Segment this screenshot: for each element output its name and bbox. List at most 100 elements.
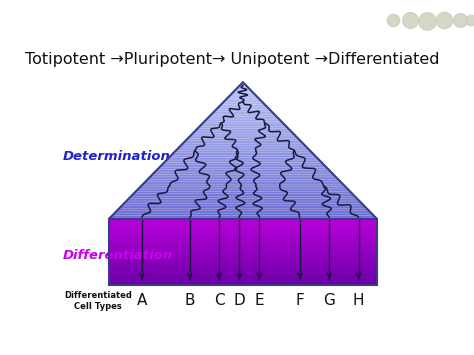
Polygon shape bbox=[153, 173, 333, 175]
Polygon shape bbox=[192, 132, 293, 133]
Polygon shape bbox=[109, 277, 377, 278]
Polygon shape bbox=[117, 209, 369, 211]
Polygon shape bbox=[156, 169, 330, 171]
Polygon shape bbox=[129, 197, 357, 198]
Polygon shape bbox=[203, 121, 283, 123]
Polygon shape bbox=[116, 211, 370, 212]
Polygon shape bbox=[132, 193, 354, 195]
Polygon shape bbox=[139, 186, 347, 188]
Polygon shape bbox=[109, 236, 377, 237]
Polygon shape bbox=[131, 195, 355, 197]
Polygon shape bbox=[109, 233, 377, 235]
Polygon shape bbox=[109, 257, 377, 258]
Polygon shape bbox=[109, 262, 377, 263]
Polygon shape bbox=[206, 118, 280, 120]
Polygon shape bbox=[119, 207, 367, 209]
Polygon shape bbox=[173, 152, 313, 154]
Polygon shape bbox=[147, 178, 338, 180]
Polygon shape bbox=[109, 224, 377, 225]
Polygon shape bbox=[112, 214, 374, 215]
Polygon shape bbox=[109, 269, 377, 270]
Polygon shape bbox=[179, 146, 307, 147]
Polygon shape bbox=[109, 240, 377, 241]
Polygon shape bbox=[214, 110, 272, 111]
Polygon shape bbox=[181, 144, 305, 146]
Polygon shape bbox=[204, 120, 282, 121]
Polygon shape bbox=[109, 232, 377, 233]
Polygon shape bbox=[200, 125, 286, 127]
Polygon shape bbox=[218, 106, 268, 108]
Polygon shape bbox=[208, 116, 278, 118]
Polygon shape bbox=[146, 180, 340, 181]
Polygon shape bbox=[109, 249, 377, 250]
Polygon shape bbox=[191, 133, 295, 135]
Text: F: F bbox=[295, 294, 304, 308]
Polygon shape bbox=[109, 271, 377, 273]
Polygon shape bbox=[161, 164, 325, 166]
Polygon shape bbox=[109, 263, 377, 265]
Polygon shape bbox=[109, 282, 377, 283]
Polygon shape bbox=[144, 181, 342, 183]
Polygon shape bbox=[109, 227, 377, 228]
Polygon shape bbox=[109, 228, 377, 229]
Polygon shape bbox=[109, 246, 377, 248]
Text: C: C bbox=[214, 294, 224, 308]
Point bbox=[423, 18, 430, 24]
Polygon shape bbox=[211, 113, 275, 115]
Polygon shape bbox=[229, 94, 256, 96]
Polygon shape bbox=[141, 185, 345, 186]
Polygon shape bbox=[109, 256, 377, 257]
Text: Differentiated
Cell Types: Differentiated Cell Types bbox=[64, 291, 132, 311]
Polygon shape bbox=[225, 99, 261, 101]
Polygon shape bbox=[231, 93, 255, 94]
Polygon shape bbox=[109, 266, 377, 267]
Polygon shape bbox=[109, 267, 377, 269]
Polygon shape bbox=[188, 137, 298, 138]
Polygon shape bbox=[184, 140, 301, 142]
Text: B: B bbox=[184, 294, 195, 308]
Polygon shape bbox=[109, 274, 377, 275]
Polygon shape bbox=[235, 89, 251, 91]
Polygon shape bbox=[126, 200, 360, 202]
Text: D: D bbox=[233, 294, 245, 308]
Polygon shape bbox=[136, 190, 350, 192]
Polygon shape bbox=[236, 87, 250, 89]
Polygon shape bbox=[201, 123, 285, 125]
Polygon shape bbox=[109, 254, 377, 256]
Polygon shape bbox=[109, 229, 377, 231]
Polygon shape bbox=[239, 84, 246, 86]
Polygon shape bbox=[210, 115, 276, 116]
Polygon shape bbox=[122, 203, 364, 205]
Polygon shape bbox=[166, 159, 320, 161]
Bar bbox=[109, 219, 377, 284]
Polygon shape bbox=[157, 168, 328, 169]
Polygon shape bbox=[167, 157, 319, 159]
Polygon shape bbox=[128, 198, 358, 200]
Polygon shape bbox=[109, 260, 377, 261]
Polygon shape bbox=[171, 154, 315, 156]
Polygon shape bbox=[109, 231, 377, 232]
Polygon shape bbox=[109, 220, 377, 222]
Polygon shape bbox=[241, 82, 245, 84]
Polygon shape bbox=[221, 103, 264, 104]
Polygon shape bbox=[109, 217, 377, 219]
Point bbox=[440, 17, 447, 23]
Polygon shape bbox=[164, 161, 322, 163]
Polygon shape bbox=[186, 138, 300, 140]
Polygon shape bbox=[109, 241, 377, 242]
Text: Totipotent →Pluripotent→ Unipotent →Differentiated: Totipotent →Pluripotent→ Unipotent →Diff… bbox=[25, 52, 439, 67]
Polygon shape bbox=[109, 283, 377, 284]
Polygon shape bbox=[109, 278, 377, 279]
Polygon shape bbox=[228, 96, 258, 98]
Polygon shape bbox=[109, 245, 377, 246]
Point bbox=[406, 17, 413, 23]
Polygon shape bbox=[151, 175, 335, 176]
Polygon shape bbox=[189, 135, 297, 137]
Text: Differentiation: Differentiation bbox=[63, 249, 173, 262]
Polygon shape bbox=[163, 163, 323, 164]
Polygon shape bbox=[109, 280, 377, 282]
Polygon shape bbox=[219, 104, 266, 106]
Polygon shape bbox=[198, 127, 288, 129]
Polygon shape bbox=[142, 183, 344, 185]
Text: E: E bbox=[255, 294, 264, 308]
